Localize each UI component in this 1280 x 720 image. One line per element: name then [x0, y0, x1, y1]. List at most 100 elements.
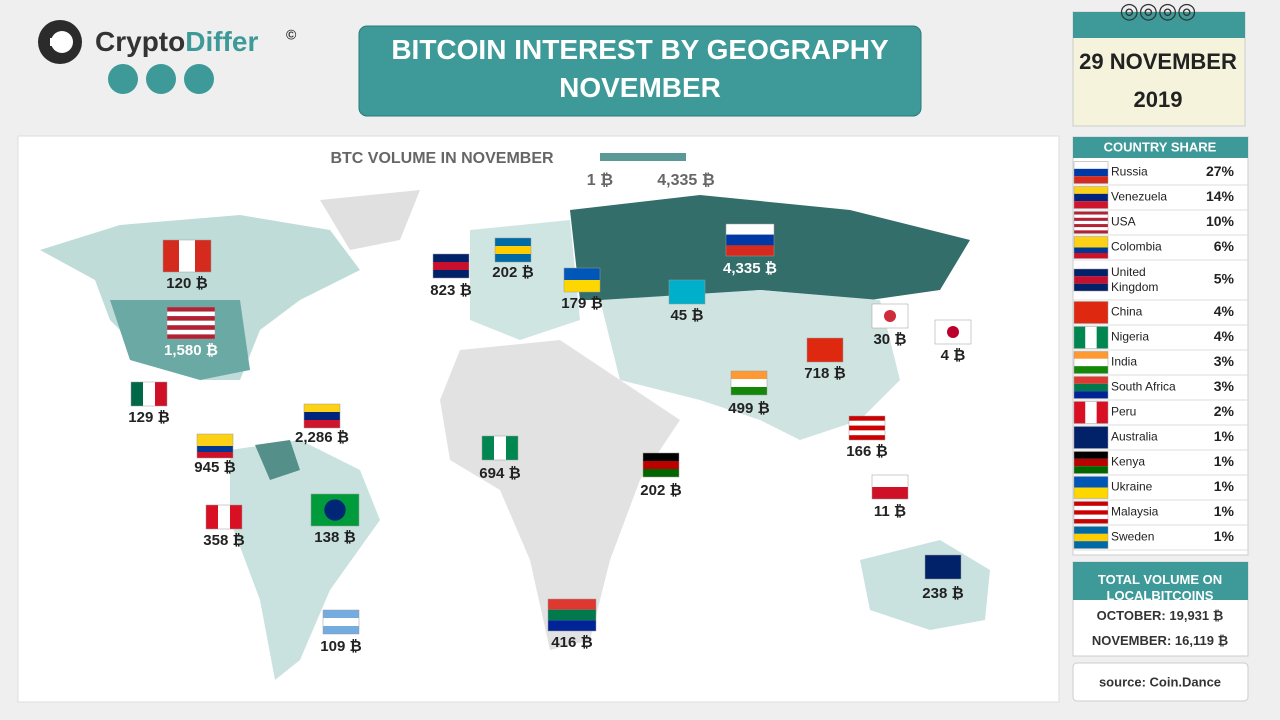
flag-stripe [849, 416, 885, 421]
flag-stripe [849, 435, 885, 440]
flag-border [730, 370, 768, 396]
flag-stripe [1074, 211, 1108, 215]
flag-stripe [1085, 401, 1097, 424]
legend-min: 1 ₿ [587, 171, 613, 189]
flag-stripe [494, 436, 506, 460]
brand: CryptoDiffer [95, 26, 258, 57]
flag-border [1073, 351, 1109, 374]
source-box [1072, 662, 1249, 702]
flag-border [432, 253, 470, 279]
flag-stripe [1074, 476, 1108, 488]
flag-stripe [643, 469, 679, 477]
flag-stripe [1074, 458, 1108, 467]
flag-border [494, 237, 532, 263]
flag-border [1073, 376, 1109, 399]
telegram-icon[interactable] [108, 64, 138, 94]
flag-border [1073, 501, 1109, 524]
country-name: South Africa [1111, 380, 1176, 394]
country-share: 27% [1206, 163, 1235, 179]
flag-stripe [197, 446, 233, 452]
flag-stripe [1074, 526, 1108, 534]
flag-emblem [947, 326, 959, 338]
country-share: 14% [1206, 188, 1235, 204]
totals-header [1073, 562, 1248, 600]
flag-stripe [1074, 510, 1108, 515]
volume-label: 2,286 ₿ [295, 429, 349, 446]
volume-label: 166 ₿ [846, 443, 887, 460]
flag-stripe [433, 262, 469, 270]
flag-stripe [197, 434, 233, 440]
flag-border [725, 223, 775, 257]
flag-border [848, 415, 886, 441]
title-box [358, 25, 922, 117]
country-name: Russia [1111, 165, 1148, 179]
country-name: Kenya [1111, 455, 1145, 469]
flag-stripe [849, 420, 885, 426]
flag-stripe [167, 329, 215, 335]
flag-border [1073, 268, 1109, 292]
flag-border [1073, 301, 1109, 324]
volume-label: 202 ₿ [640, 482, 681, 499]
flag-stripe [731, 379, 767, 387]
volume-label: 202 ₿ [492, 264, 533, 281]
country-share: 3% [1214, 353, 1235, 369]
flag-stripe [669, 280, 705, 304]
country-share: 10% [1206, 213, 1235, 229]
country-share: 1% [1214, 503, 1235, 519]
flag-border [130, 381, 168, 407]
flag-stripe [230, 505, 242, 529]
flag-stripe [433, 270, 469, 278]
volume-label: 129 ₿ [128, 409, 169, 426]
flag-stripe [143, 382, 155, 406]
facebook-icon[interactable] [184, 64, 214, 94]
flag-stripe [195, 240, 211, 272]
flag-stripe [304, 404, 340, 412]
flag-stripe [155, 382, 167, 406]
flag-stripe [726, 224, 774, 235]
flag-border [1073, 401, 1109, 424]
country-share: 1% [1214, 428, 1235, 444]
flag-emblem [884, 310, 896, 322]
totals-title: TOTAL VOLUME ON LOCALBITCOINS [1098, 572, 1222, 603]
country-name: China [1111, 305, 1143, 319]
flag-border [481, 435, 519, 461]
legend-max: 4,335 ₿ [657, 171, 715, 189]
flag-stripe [1074, 161, 1108, 169]
flag-stripe [1074, 283, 1108, 291]
flag-stripe [495, 254, 531, 262]
country-name: Australia [1111, 430, 1158, 444]
country-share: 1% [1214, 478, 1235, 494]
flag-stripe [1074, 220, 1108, 225]
flag-stripe [731, 371, 767, 379]
flag-stripe [167, 334, 215, 339]
country-share: 1% [1214, 453, 1235, 469]
country-name: Sweden [1111, 530, 1154, 544]
country-name: Venezuela [1111, 190, 1167, 204]
volume-label: 358 ₿ [203, 532, 244, 549]
flag-stripe [304, 412, 340, 420]
country-name: Peru [1111, 405, 1136, 419]
volume-label: 416 ₿ [551, 634, 592, 651]
flag-stripe [506, 436, 518, 460]
volume-label: 823 ₿ [430, 282, 471, 299]
flag-border [547, 598, 597, 632]
date-card-top [1073, 12, 1245, 38]
flag-stripe [1074, 193, 1108, 202]
volume-label: 238 ₿ [922, 585, 963, 602]
flag-stripe [564, 280, 600, 292]
flag-stripe [849, 430, 885, 436]
flag-stripe [1074, 326, 1086, 349]
country-share: 1% [1214, 528, 1235, 544]
flag-emblem [324, 499, 346, 521]
flag-stripe [643, 453, 679, 461]
flag-border [303, 403, 341, 429]
volume-label: 1,580 ₿ [164, 342, 218, 359]
volume-label: 109 ₿ [320, 638, 361, 655]
flag-border [1073, 161, 1109, 184]
flag-stripe [197, 440, 233, 446]
logo [50, 38, 60, 46]
twitter-icon[interactable] [146, 64, 176, 94]
north-america [40, 215, 360, 380]
volume-label: 4 ₿ [941, 347, 966, 364]
flag-stripe [323, 626, 359, 634]
